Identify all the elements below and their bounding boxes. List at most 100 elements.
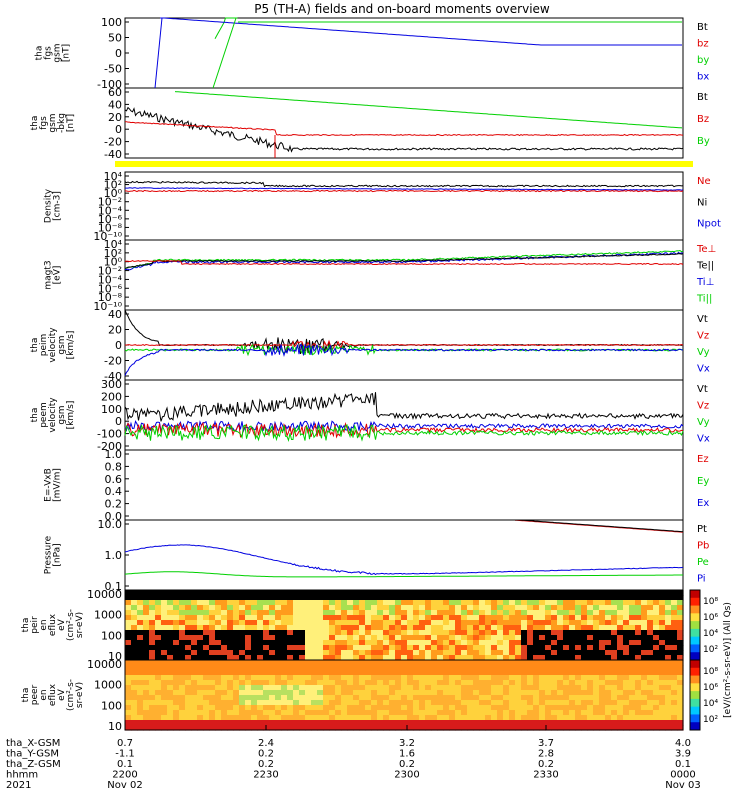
heat-cell	[629, 605, 636, 611]
heat-cell	[587, 605, 594, 611]
heat-cell	[275, 635, 282, 641]
heat-cell	[467, 655, 474, 661]
heat-cell	[533, 660, 540, 666]
heat-cell	[263, 605, 270, 611]
heat-cell	[497, 695, 504, 701]
heat-cell	[485, 665, 492, 671]
heat-cell	[221, 660, 228, 666]
heat-cell	[533, 615, 540, 621]
heat-cell	[329, 640, 336, 646]
legend-entry: by	[697, 55, 709, 66]
heat-cell	[677, 705, 684, 711]
heat-cell	[509, 675, 516, 681]
heat-cell	[437, 595, 444, 601]
heat-cell	[227, 650, 234, 656]
heat-cell	[575, 670, 582, 676]
heat-cell	[593, 640, 600, 646]
heat-cell	[557, 610, 564, 616]
heat-cell	[137, 670, 144, 676]
heat-cell	[593, 665, 600, 671]
heat-cell	[527, 615, 534, 621]
heat-cell	[479, 650, 486, 656]
heat-cell	[329, 645, 336, 651]
heat-cell	[143, 635, 150, 641]
heat-cell	[215, 670, 222, 676]
heat-cell	[521, 670, 528, 676]
heat-cell	[347, 640, 354, 646]
y-axis-label: eflux	[48, 683, 58, 706]
heat-cell	[437, 625, 444, 631]
heat-cell	[269, 650, 276, 656]
heat-cell	[515, 725, 522, 731]
heat-cell	[293, 685, 300, 691]
heat-cell	[605, 680, 612, 686]
heat-cell	[161, 605, 168, 611]
heat-cell	[659, 650, 666, 656]
heat-cell	[317, 665, 324, 671]
heat-cell	[569, 675, 576, 681]
heat-cell	[611, 640, 618, 646]
heat-cell	[245, 630, 252, 636]
heat-cell	[587, 670, 594, 676]
heat-cell	[509, 725, 516, 731]
heat-cell	[341, 685, 348, 691]
heat-cell	[347, 680, 354, 686]
heat-cell	[323, 605, 330, 611]
heat-cell	[293, 590, 300, 596]
y-tick-label: 1000	[94, 609, 122, 622]
heatmap-ion	[124, 589, 684, 661]
heat-cell	[257, 715, 264, 721]
heat-cell	[179, 590, 186, 596]
heat-cell	[503, 625, 510, 631]
heat-cell	[527, 725, 534, 731]
heat-cell	[311, 645, 318, 651]
heat-cell	[539, 590, 546, 596]
heat-cell	[677, 715, 684, 721]
heat-cell	[569, 680, 576, 686]
heat-cell	[335, 695, 342, 701]
heat-cell	[479, 615, 486, 621]
heat-cell	[395, 700, 402, 706]
heat-cell	[455, 700, 462, 706]
y-tick-label: 40	[108, 308, 122, 321]
series-bx	[163, 17, 682, 46]
heat-cell	[197, 665, 204, 671]
heat-cell	[377, 720, 384, 726]
heat-cell	[419, 640, 426, 646]
heat-cell	[569, 720, 576, 726]
heat-cell	[191, 615, 198, 621]
heat-cell	[281, 695, 288, 701]
legend-entry: Vt	[697, 314, 708, 325]
heat-cell	[677, 615, 684, 621]
heat-cell	[353, 610, 360, 616]
heat-cell	[209, 635, 216, 641]
heat-cell	[275, 625, 282, 631]
heat-cell	[383, 655, 390, 661]
heat-cell	[143, 705, 150, 711]
heat-cell	[305, 700, 312, 706]
heat-cell	[395, 655, 402, 661]
heat-cell	[503, 660, 510, 666]
heat-cell	[611, 650, 618, 656]
heat-cell	[653, 645, 660, 651]
heat-cell	[263, 595, 270, 601]
heat-cell	[305, 645, 312, 651]
heat-cell	[449, 600, 456, 606]
heat-cell	[407, 720, 414, 726]
heat-cell	[485, 630, 492, 636]
heat-cell	[359, 700, 366, 706]
heat-cell	[221, 700, 228, 706]
heat-cell	[155, 705, 162, 711]
heat-cell	[605, 705, 612, 711]
y-tick-label: -100	[97, 78, 122, 91]
heat-cell	[539, 650, 546, 656]
heat-cell	[299, 590, 306, 596]
heat-cell	[137, 650, 144, 656]
heat-cell	[635, 620, 642, 626]
heat-cell	[239, 725, 246, 731]
heat-cell	[281, 610, 288, 616]
heat-cell	[323, 695, 330, 701]
heat-cell	[269, 670, 276, 676]
heat-cell	[605, 610, 612, 616]
heat-cell	[407, 695, 414, 701]
